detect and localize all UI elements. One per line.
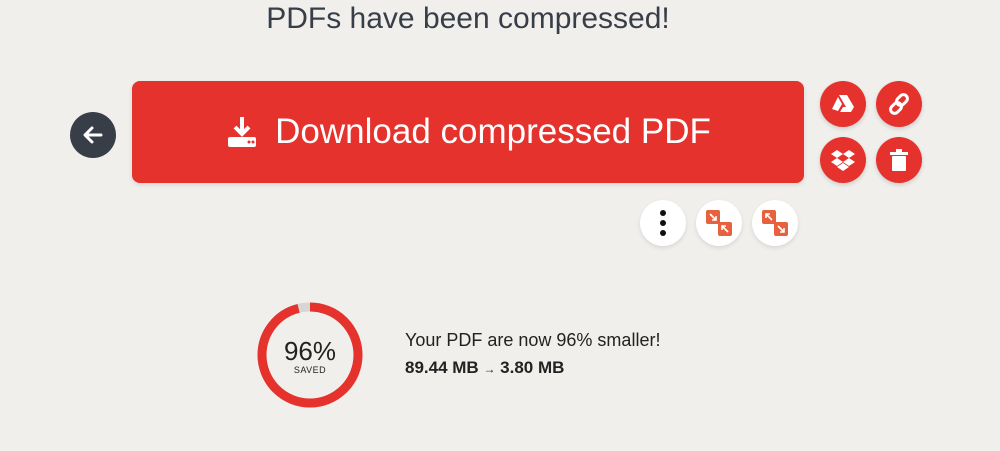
download-icon <box>228 117 257 147</box>
dropbox-icon <box>831 150 855 171</box>
page-title: PDFs have been compressed! <box>266 2 670 35</box>
arrow-left-icon <box>83 126 103 144</box>
compress-icon <box>706 210 732 236</box>
compress-again-button[interactable] <box>696 200 742 246</box>
savings-ring <box>257 302 363 408</box>
percent-saved: 96% <box>283 336 337 366</box>
more-vertical-icon <box>660 210 666 236</box>
copy-link-button[interactable] <box>876 81 922 127</box>
result-message: Your PDF are now 96% smaller! <box>405 330 661 350</box>
ring-progress <box>257 302 363 408</box>
trash-icon <box>890 149 908 171</box>
more-options-button[interactable] <box>640 200 686 246</box>
size-summary: 89.44 MB → 3.80 MB <box>405 358 564 378</box>
dropbox-button[interactable] <box>820 137 866 183</box>
download-label: Download compressed PDF <box>275 112 711 151</box>
google-drive-icon <box>832 95 854 112</box>
expand-icon <box>762 210 788 236</box>
delete-button[interactable] <box>876 137 922 183</box>
saved-label: SAVED <box>293 365 327 375</box>
google-drive-button[interactable] <box>820 81 866 127</box>
back-button[interactable] <box>70 112 116 158</box>
original-size: 89.44 MB <box>405 358 479 377</box>
expand-button[interactable] <box>752 200 798 246</box>
download-button[interactable]: Download compressed PDF <box>132 81 804 183</box>
arrow: → <box>483 362 496 376</box>
new-size: 3.80 MB <box>500 358 565 377</box>
link-icon <box>889 93 909 115</box>
